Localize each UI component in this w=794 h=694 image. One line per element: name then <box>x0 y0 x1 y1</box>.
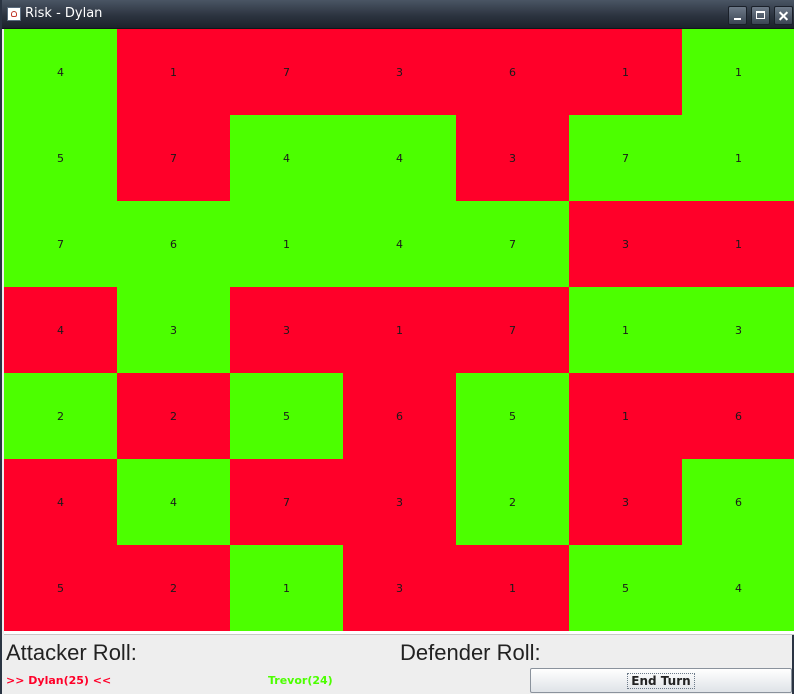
territory-cell[interactable]: 7 <box>117 115 230 201</box>
territory-cell[interactable]: 1 <box>569 287 682 373</box>
territory-cell[interactable]: 1 <box>569 373 682 459</box>
territory-cell[interactable]: 7 <box>456 201 569 287</box>
java-app-icon <box>7 7 21 21</box>
maximize-button[interactable] <box>751 6 770 25</box>
territory-cell[interactable]: 2 <box>117 373 230 459</box>
territory-cell[interactable]: 4 <box>4 287 117 373</box>
territory-cell[interactable]: 5 <box>569 545 682 631</box>
territory-cell[interactable]: 7 <box>230 459 343 545</box>
territory-cell[interactable]: 1 <box>569 29 682 115</box>
territory-cell[interactable]: 5 <box>4 545 117 631</box>
territory-cell[interactable]: 4 <box>4 459 117 545</box>
territory-cell[interactable]: 3 <box>682 287 794 373</box>
territory-cell[interactable]: 4 <box>4 29 117 115</box>
end-turn-button[interactable]: End Turn <box>530 668 792 693</box>
defender-roll-label: Defender Roll: <box>400 640 541 665</box>
territory-cell[interactable]: 7 <box>4 201 117 287</box>
territory-cell[interactable]: 4 <box>343 201 456 287</box>
player-dylan-status: >> Dylan(25) << <box>6 674 112 687</box>
board-divider <box>4 631 794 635</box>
territory-cell[interactable]: 4 <box>117 459 230 545</box>
territory-cell[interactable]: 3 <box>569 459 682 545</box>
window-title: Risk - Dylan <box>25 6 103 21</box>
attacker-roll-label: Attacker Roll: <box>6 640 137 665</box>
territory-cell[interactable]: 7 <box>230 29 343 115</box>
territory-cell[interactable]: 6 <box>343 373 456 459</box>
territory-cell[interactable]: 1 <box>682 115 794 201</box>
territory-cell[interactable]: 5 <box>456 373 569 459</box>
territory-cell[interactable]: 3 <box>343 545 456 631</box>
territory-cell[interactable]: 7 <box>569 115 682 201</box>
territory-cell[interactable]: 6 <box>456 29 569 115</box>
territory-cell[interactable]: 4 <box>230 115 343 201</box>
territory-cell[interactable]: 3 <box>343 29 456 115</box>
territory-cell[interactable]: 6 <box>117 201 230 287</box>
territory-cell[interactable]: 3 <box>343 459 456 545</box>
territory-cell[interactable]: 1 <box>682 29 794 115</box>
territory-cell[interactable]: 3 <box>569 201 682 287</box>
territory-cell[interactable]: 5 <box>230 373 343 459</box>
territory-cell[interactable]: 3 <box>117 287 230 373</box>
territory-cell[interactable]: 7 <box>456 287 569 373</box>
close-button[interactable] <box>774 6 793 25</box>
territory-cell[interactable]: 1 <box>456 545 569 631</box>
minimize-button[interactable] <box>728 6 747 25</box>
territory-cell[interactable]: 1 <box>230 545 343 631</box>
territory-cell[interactable]: 2 <box>117 545 230 631</box>
territory-cell[interactable]: 4 <box>343 115 456 201</box>
territory-cell[interactable]: 1 <box>230 201 343 287</box>
territory-cell[interactable]: 1 <box>343 287 456 373</box>
territory-cell[interactable]: 2 <box>456 459 569 545</box>
territory-cell[interactable]: 3 <box>456 115 569 201</box>
territory-cell[interactable]: 4 <box>682 545 794 631</box>
end-turn-label: End Turn <box>627 672 695 689</box>
territory-cell[interactable]: 3 <box>230 287 343 373</box>
territory-cell[interactable]: 2 <box>4 373 117 459</box>
territory-cell[interactable]: 1 <box>117 29 230 115</box>
territory-cell[interactable]: 5 <box>4 115 117 201</box>
title-bar[interactable]: Risk - Dylan <box>2 0 794 29</box>
territory-cell[interactable]: 6 <box>682 459 794 545</box>
player-trevor-status: Trevor(24) <box>268 674 333 687</box>
territory-cell[interactable]: 6 <box>682 373 794 459</box>
territory-cell[interactable]: 1 <box>682 201 794 287</box>
